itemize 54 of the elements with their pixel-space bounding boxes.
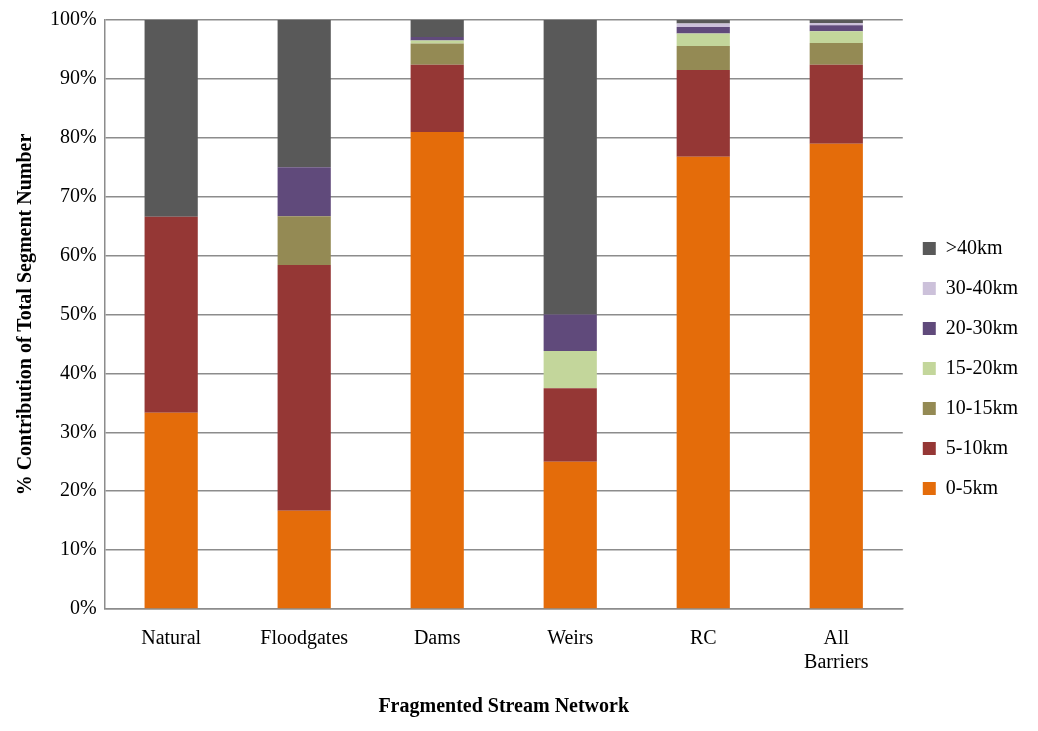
bar xyxy=(410,64,464,132)
x-tick-label: Weirs xyxy=(547,626,594,649)
legend-label: 15-20km xyxy=(945,355,1019,378)
bar xyxy=(144,216,198,413)
bar xyxy=(277,265,331,511)
bar xyxy=(543,388,597,462)
legend-label: 20-30km xyxy=(945,315,1019,338)
bar xyxy=(676,33,730,46)
y-tick-label: 100% xyxy=(49,7,97,30)
bar xyxy=(809,25,863,32)
bar xyxy=(144,412,198,609)
bar xyxy=(809,64,863,144)
bar xyxy=(676,156,730,609)
y-tick-label: 70% xyxy=(59,183,97,206)
bar xyxy=(543,351,597,389)
y-tick-label: 0% xyxy=(69,596,97,619)
y-tick-label: 30% xyxy=(59,419,97,442)
legend-label: 0-5km xyxy=(945,475,999,498)
legend-label: >40km xyxy=(945,235,1004,258)
x-tick-label: Dams xyxy=(413,626,461,649)
y-tick-label: 20% xyxy=(59,478,97,501)
bar xyxy=(676,20,730,24)
bar xyxy=(277,216,331,266)
y-tick-label: 40% xyxy=(59,360,97,383)
x-tick-label: Floodgates xyxy=(260,626,349,650)
bar xyxy=(809,42,863,65)
y-axis-title: % Contribution of Total Segment Number xyxy=(13,133,37,496)
y-tick-label: 60% xyxy=(59,242,97,265)
bar xyxy=(543,461,597,609)
legend-label: 5-10km xyxy=(945,435,1009,458)
x-tick-label: Natural xyxy=(141,626,202,649)
bar xyxy=(277,167,331,217)
bar xyxy=(676,70,730,157)
bar xyxy=(410,20,464,38)
bar xyxy=(277,510,331,609)
bar xyxy=(543,20,597,315)
bar xyxy=(277,20,331,168)
bar xyxy=(809,31,863,43)
legend-label: 10-15km xyxy=(945,395,1019,418)
y-tick-label: 90% xyxy=(59,66,97,89)
y-tick-label: 50% xyxy=(59,301,97,324)
x-tick-label: RC xyxy=(689,626,717,649)
bar xyxy=(676,27,730,34)
bar xyxy=(144,20,198,217)
bar xyxy=(676,45,730,71)
y-tick-label: 80% xyxy=(59,125,97,148)
bar xyxy=(410,43,464,65)
bar xyxy=(543,314,597,352)
bar xyxy=(809,143,863,609)
legend-label: 30-40km xyxy=(945,275,1019,298)
bar xyxy=(410,131,464,609)
y-tick-label: 10% xyxy=(59,537,97,560)
x-tick-label: All Barriers xyxy=(804,626,869,673)
x-axis-title: Fragmented Stream Network xyxy=(378,694,630,718)
